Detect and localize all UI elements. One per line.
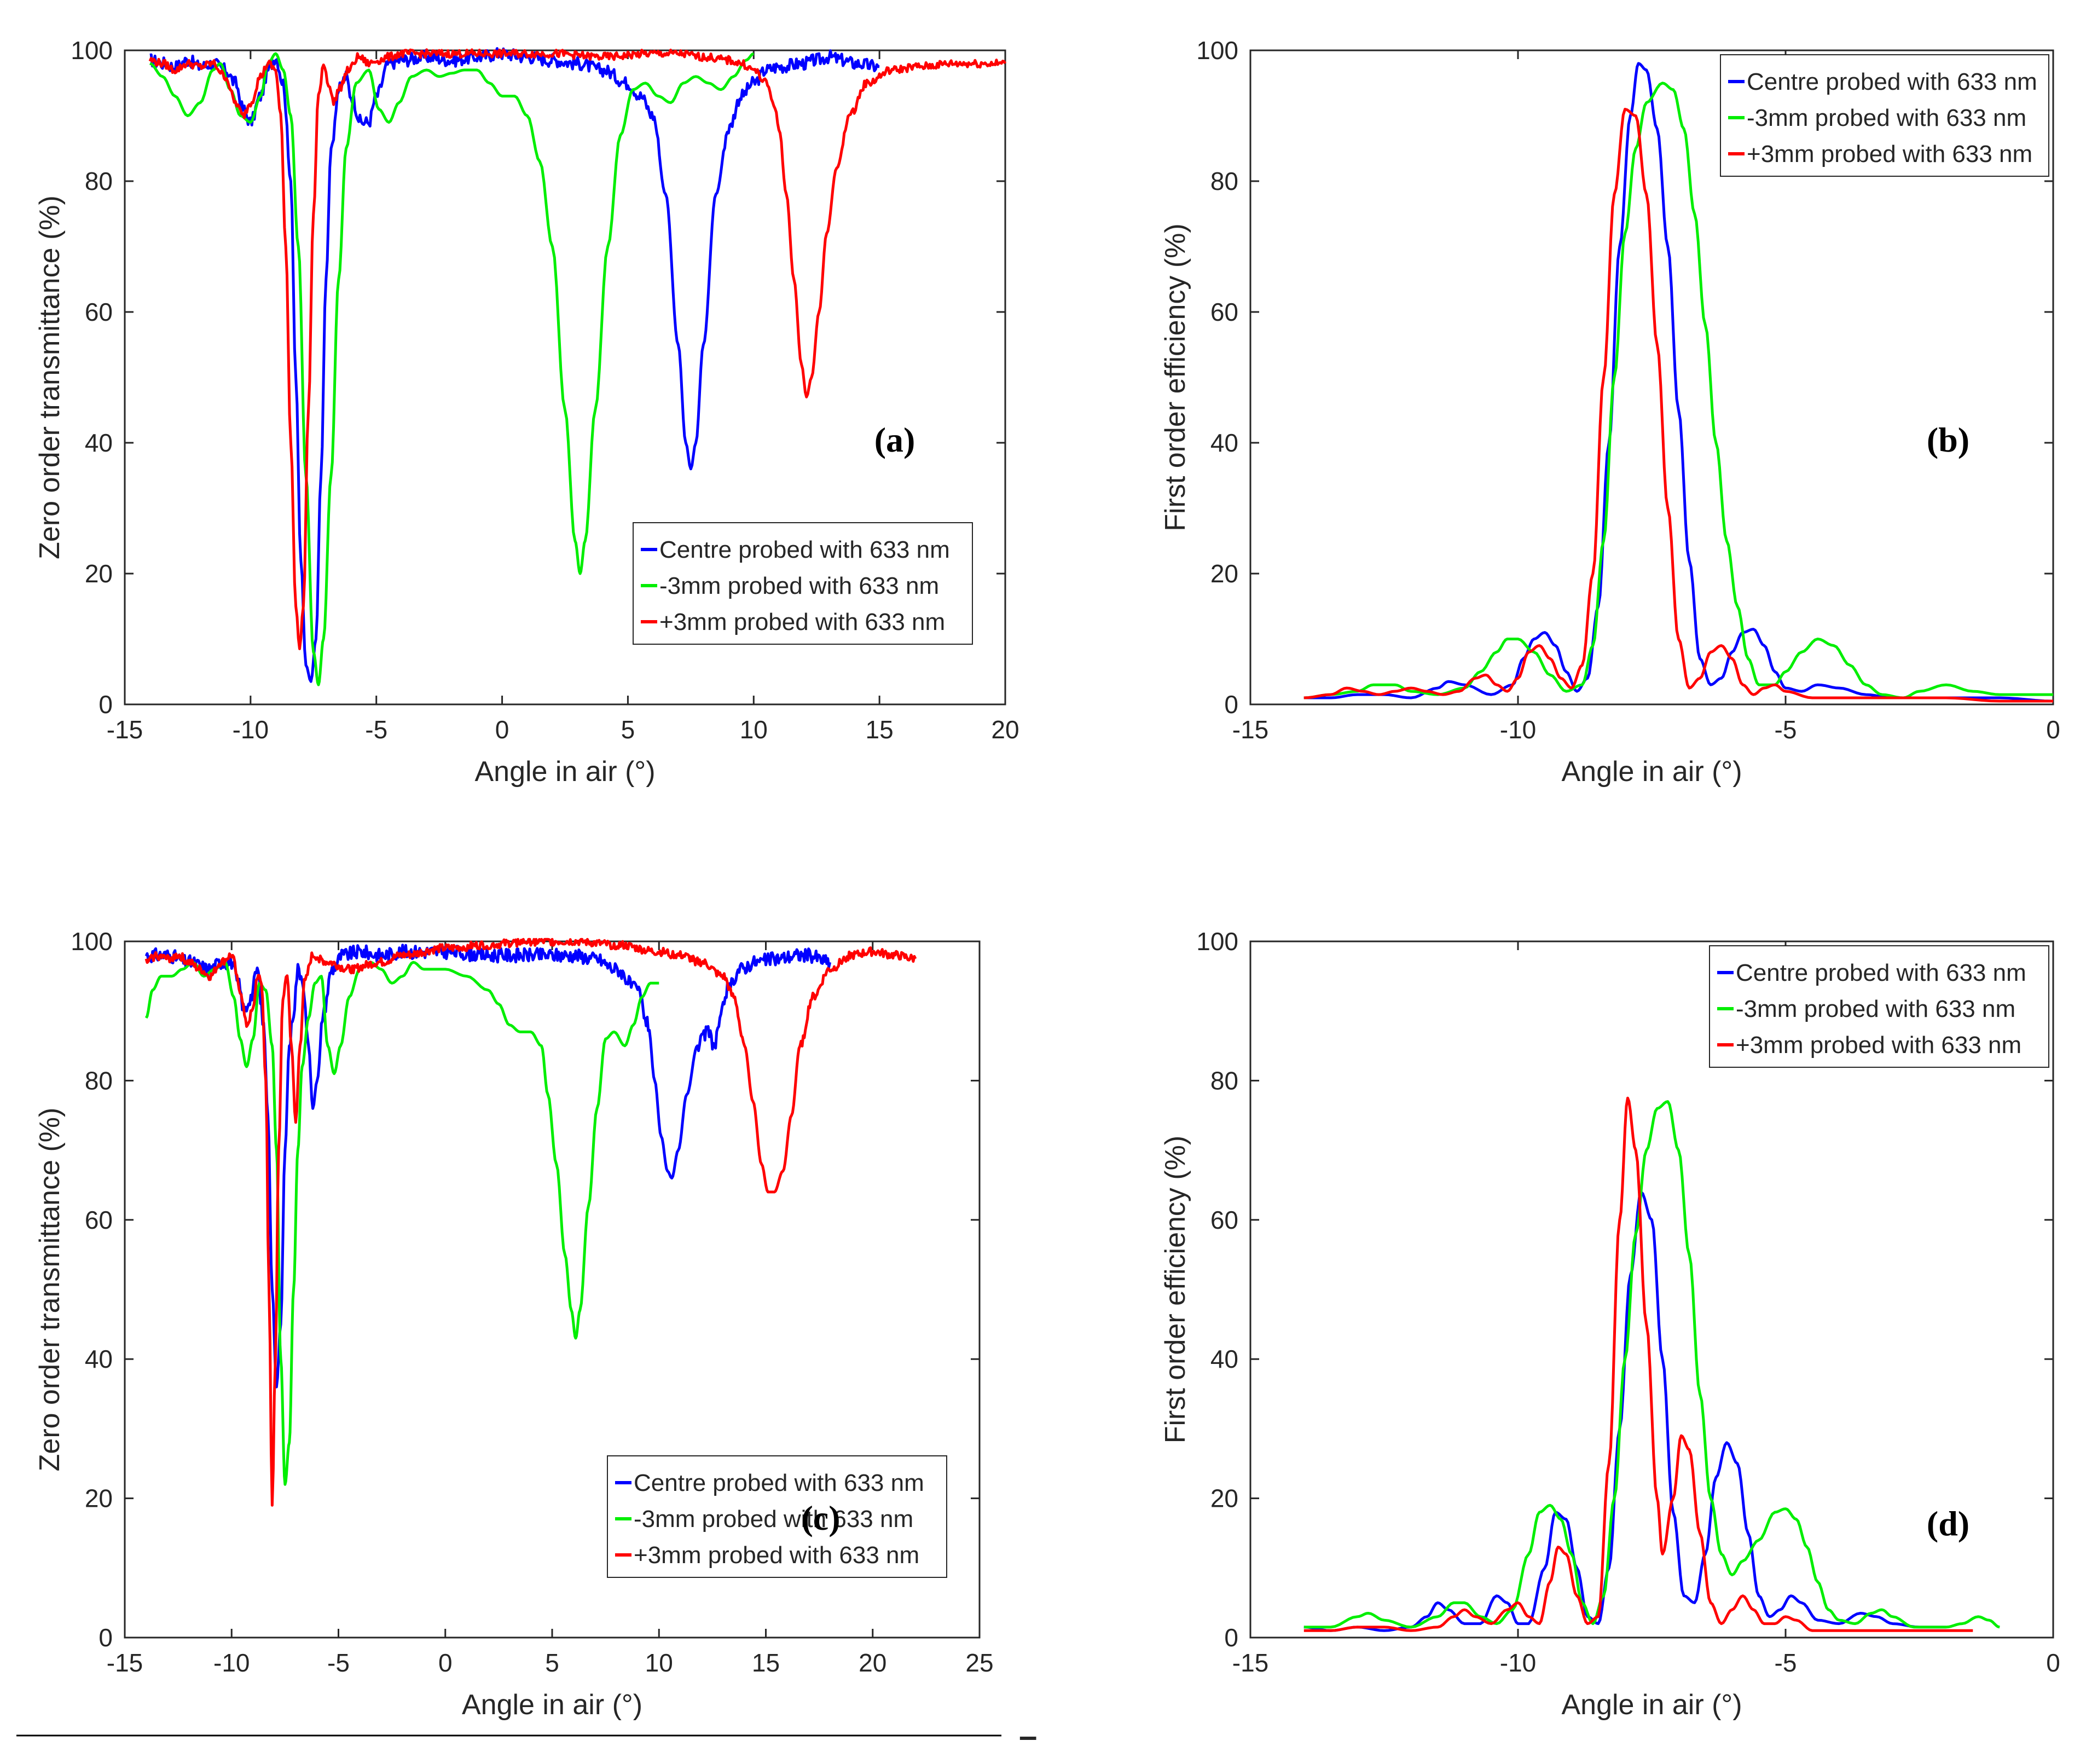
y-axis-label: Zero order transmittance (%) bbox=[34, 1108, 66, 1472]
y-tick-label: 20 bbox=[1210, 1484, 1238, 1513]
y-tick-label: 60 bbox=[85, 1206, 113, 1234]
panel-label: (a) bbox=[874, 420, 915, 459]
x-tick-label: -15 bbox=[1232, 715, 1268, 744]
legend-entry: +3mm probed with 633 nm bbox=[1747, 141, 2032, 167]
panel-label: (d) bbox=[1927, 1504, 1969, 1543]
y-tick-label: 20 bbox=[85, 559, 113, 588]
y-tick-label: 40 bbox=[1210, 429, 1238, 457]
series-line-2 bbox=[149, 52, 755, 686]
legend-box bbox=[1709, 945, 2049, 1068]
y-tick-label: 80 bbox=[85, 1066, 113, 1095]
y-tick-label: 0 bbox=[1224, 1623, 1238, 1652]
x-tick-label: 0 bbox=[495, 715, 509, 744]
legend-box bbox=[1720, 54, 2049, 177]
panel-c: -15 -10 -5 0 5 10 15 20 25 0 20 40 60 80 100 Angle in a… bbox=[34, 927, 994, 1721]
x-tick-label: 0 bbox=[2046, 715, 2060, 744]
legend-entry: -3mm probed with 633 nm bbox=[1747, 105, 2026, 131]
x-tick-label: -10 bbox=[1500, 1649, 1536, 1677]
legend-box bbox=[607, 1455, 947, 1578]
axes-frame bbox=[1249, 940, 2054, 1639]
axes-frame bbox=[1249, 49, 2054, 705]
series-line-1 bbox=[144, 944, 832, 1389]
y-tick-label: 100 bbox=[71, 36, 113, 65]
series-line-1 bbox=[1303, 1190, 1946, 1632]
y-tick-label: 40 bbox=[85, 429, 113, 457]
x-tick-label: 0 bbox=[2046, 1649, 2060, 1677]
x-axis-label: Angle in air (°) bbox=[1561, 756, 1742, 788]
panel-a: -15 -10 -5 0 5 10 15 20 0 20 40 60 80 100 Angle in air… bbox=[34, 36, 1019, 788]
y-tick-label: 100 bbox=[1196, 927, 1238, 956]
x-axis-label: Angle in air (°) bbox=[1561, 1689, 1742, 1721]
legend-entry: -3mm probed with 633 nm bbox=[659, 572, 939, 599]
legend: Centre probed with 633 nm -3mm probed wit… bbox=[1720, 54, 2049, 177]
legend: Centre probed with 633 nm -3mm probed wit… bbox=[607, 1455, 947, 1578]
y-tick-label: 0 bbox=[1224, 690, 1238, 719]
x-axis-label: Angle in air (°) bbox=[462, 1689, 642, 1721]
y-axis-label: First order efficiency (%) bbox=[1160, 1136, 1191, 1444]
legend-entry: Centre probed with 633 nm bbox=[1747, 68, 2037, 95]
x-tick-label: -10 bbox=[233, 715, 269, 744]
x-tick-label: -10 bbox=[1500, 715, 1536, 744]
series-line-2 bbox=[144, 961, 659, 1486]
legend-entry: +3mm probed with 633 nm bbox=[659, 609, 945, 635]
y-tick-label: 60 bbox=[85, 298, 113, 326]
x-tick-label: -10 bbox=[213, 1649, 250, 1677]
y-tick-label: 60 bbox=[1210, 1206, 1238, 1234]
x-tick-label: 20 bbox=[859, 1649, 886, 1677]
y-tick-label: 40 bbox=[1210, 1345, 1238, 1373]
y-tick-label: 20 bbox=[1210, 559, 1238, 588]
legend-entry: Centre probed with 633 nm bbox=[659, 536, 950, 563]
x-tick-label: 25 bbox=[965, 1649, 993, 1677]
x-tick-label: 15 bbox=[752, 1649, 780, 1677]
panel-d: -15 -10 -5 0 0 20 40 60 80 100 Angle in air (°) Fir… bbox=[1160, 927, 2060, 1721]
series-line-3 bbox=[144, 938, 917, 1507]
x-tick-label: -5 bbox=[1775, 715, 1797, 744]
legend-entry: -3mm probed with 633 nm bbox=[634, 1506, 913, 1532]
y-tick-label: 60 bbox=[1210, 298, 1238, 326]
x-tick-label: 5 bbox=[621, 715, 635, 744]
x-tick-label: 0 bbox=[438, 1649, 453, 1677]
series-line-1 bbox=[1303, 62, 2054, 703]
y-tick-label: 0 bbox=[98, 690, 113, 719]
x-tick-label: -15 bbox=[107, 1649, 143, 1677]
legend-entry: +3mm probed with 633 nm bbox=[634, 1542, 919, 1569]
x-axis-label: Angle in air (°) bbox=[474, 756, 655, 788]
legend-box bbox=[633, 522, 973, 645]
x-tick-label: 20 bbox=[991, 715, 1019, 744]
y-tick-label: 20 bbox=[85, 1484, 113, 1513]
x-tick-label: -15 bbox=[107, 715, 143, 744]
legend: Centre probed with 633 nm -3mm probed wit… bbox=[1709, 945, 2049, 1068]
legend-entry: +3mm probed with 633 nm bbox=[1736, 1032, 2021, 1059]
y-tick-label: 100 bbox=[1196, 36, 1238, 65]
x-tick-label: 10 bbox=[645, 1649, 673, 1677]
y-tick-label: 80 bbox=[85, 167, 113, 195]
y-axis-label: First order efficiency (%) bbox=[1160, 223, 1191, 531]
x-tick-label: -5 bbox=[1775, 1649, 1797, 1677]
x-tick-label: 5 bbox=[545, 1649, 559, 1677]
panel-b: -15 -10 -5 0 0 20 40 60 80 100 Angle in air (°) Fir… bbox=[1160, 36, 2060, 788]
panel-label: (c) bbox=[801, 1499, 840, 1537]
legend-entry: Centre probed with 633 nm bbox=[1736, 959, 2026, 986]
x-tick-label: -5 bbox=[327, 1649, 350, 1677]
series-line-3 bbox=[148, 48, 1007, 650]
panel-label: (b) bbox=[1927, 420, 1969, 459]
y-axis-label: Zero order transmittance (%) bbox=[34, 195, 66, 559]
legend: Centre probed with 633 nm -3mm probed wit… bbox=[633, 522, 973, 645]
series-line-2 bbox=[1303, 1100, 2000, 1629]
series-line-3 bbox=[1303, 108, 2053, 703]
y-tick-label: 0 bbox=[98, 1623, 113, 1652]
caption-separator: – bbox=[1019, 1717, 1037, 1754]
series-line-3 bbox=[1303, 1096, 1973, 1632]
x-tick-label: -5 bbox=[365, 715, 387, 744]
y-tick-label: 40 bbox=[85, 1345, 113, 1373]
x-tick-label: 15 bbox=[866, 715, 894, 744]
x-tick-label: -15 bbox=[1232, 1649, 1268, 1677]
legend-entry: Centre probed with 633 nm bbox=[634, 1470, 924, 1496]
y-tick-label: 100 bbox=[71, 927, 113, 956]
y-tick-label: 80 bbox=[1210, 167, 1238, 195]
legend-entry: -3mm probed with 633 nm bbox=[1736, 996, 2015, 1022]
y-tick-label: 80 bbox=[1210, 1066, 1238, 1095]
x-tick-label: 10 bbox=[740, 715, 768, 744]
